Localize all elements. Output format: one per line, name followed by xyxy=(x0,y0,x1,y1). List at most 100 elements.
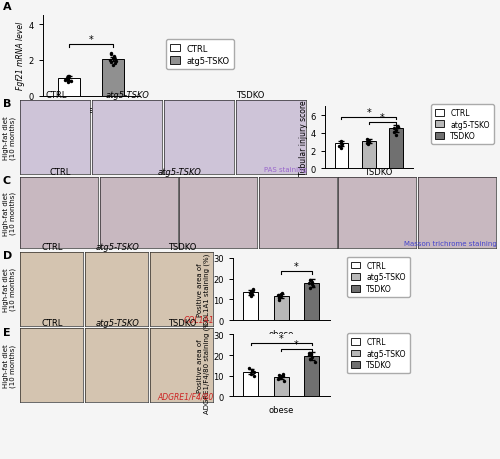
Text: A: A xyxy=(2,2,11,12)
Point xyxy=(112,58,120,65)
Point xyxy=(338,141,345,149)
Point xyxy=(248,366,256,374)
Text: CTRL: CTRL xyxy=(49,168,70,177)
Point xyxy=(337,145,345,152)
Bar xyxy=(274,297,289,320)
Point xyxy=(305,350,313,357)
Point xyxy=(279,372,287,380)
Point xyxy=(275,297,283,304)
Text: obese: obese xyxy=(78,106,104,115)
Point xyxy=(278,290,286,297)
Y-axis label: Positive area of
ADGRE1/F4/80 staining (%): Positive area of ADGRE1/F4/80 staining (… xyxy=(196,318,210,414)
Point xyxy=(307,351,315,358)
Text: CTRL: CTRL xyxy=(45,91,66,100)
Point xyxy=(392,132,400,139)
Point xyxy=(106,52,114,59)
Point xyxy=(250,372,258,380)
Point xyxy=(337,138,345,145)
Y-axis label: Fgf21 mRNA level: Fgf21 mRNA level xyxy=(16,22,26,90)
Point xyxy=(335,143,343,151)
Text: TSDKO: TSDKO xyxy=(364,168,392,177)
Text: CTRL: CTRL xyxy=(42,319,63,328)
Point xyxy=(247,293,255,300)
Point xyxy=(64,74,72,81)
Point xyxy=(306,276,314,284)
Point xyxy=(310,359,318,366)
Text: CTRL: CTRL xyxy=(42,242,63,252)
Point xyxy=(392,127,400,134)
Text: Masson trichrome staining: Masson trichrome staining xyxy=(404,241,496,247)
Text: C: C xyxy=(2,176,10,186)
Text: High-fat diet
(10 months): High-fat diet (10 months) xyxy=(2,116,16,160)
Point xyxy=(111,61,119,68)
Y-axis label: Positive area of
COL1A1 staining (%): Positive area of COL1A1 staining (%) xyxy=(196,253,210,325)
Point xyxy=(107,50,115,57)
Point xyxy=(108,55,116,62)
Point xyxy=(306,356,314,363)
Text: *: * xyxy=(380,113,385,123)
Point xyxy=(337,140,345,147)
Point xyxy=(309,283,317,290)
Point xyxy=(277,293,285,300)
Point xyxy=(107,59,115,66)
Text: *: * xyxy=(366,107,371,118)
Bar xyxy=(102,60,124,96)
Text: atg5-TSKO: atg5-TSKO xyxy=(96,319,140,328)
Legend: CTRL, atg5-TSKO, TSDKO: CTRL, atg5-TSKO, TSDKO xyxy=(348,333,410,373)
Point xyxy=(248,367,256,375)
Point xyxy=(306,285,314,292)
Point xyxy=(394,123,402,131)
Point xyxy=(390,129,398,136)
Text: High-fat diet
(10 months): High-fat diet (10 months) xyxy=(2,267,16,311)
Point xyxy=(64,73,72,81)
Legend: CTRL, atg5-TSKO, TSDKO: CTRL, atg5-TSKO, TSDKO xyxy=(432,105,494,145)
Bar xyxy=(58,78,80,96)
Text: COL1A1: COL1A1 xyxy=(184,315,214,324)
Point xyxy=(364,136,372,143)
Point xyxy=(62,75,70,83)
Legend: CTRL, atg5-TSKO, TSDKO: CTRL, atg5-TSKO, TSDKO xyxy=(348,257,410,297)
Point xyxy=(248,291,256,298)
Text: atg5-TSKO: atg5-TSKO xyxy=(157,168,201,177)
Point xyxy=(277,291,285,298)
Text: atg5-TSKO: atg5-TSKO xyxy=(106,91,150,100)
Point xyxy=(110,53,118,61)
Text: obese: obese xyxy=(356,177,382,186)
Text: TSDKO: TSDKO xyxy=(168,242,196,252)
Text: ADGRE1/F4/80: ADGRE1/F4/80 xyxy=(158,391,214,400)
Point xyxy=(274,292,282,299)
Point xyxy=(62,76,70,84)
Point xyxy=(308,279,316,286)
Point xyxy=(106,57,114,64)
Text: *: * xyxy=(294,339,299,349)
Bar xyxy=(390,129,403,169)
Point xyxy=(249,287,257,294)
Text: obese: obese xyxy=(268,329,294,338)
Point xyxy=(247,288,255,295)
Point xyxy=(394,124,402,132)
Point xyxy=(276,375,283,382)
Text: *: * xyxy=(89,35,94,45)
Y-axis label: Tubular injury score: Tubular injury score xyxy=(299,100,308,176)
Point xyxy=(280,377,288,385)
Text: D: D xyxy=(2,251,12,261)
Text: atg5-TSKO: atg5-TSKO xyxy=(96,242,140,252)
Point xyxy=(61,78,69,85)
Point xyxy=(64,77,72,84)
Bar xyxy=(304,356,320,397)
Point xyxy=(64,79,72,87)
Bar xyxy=(362,141,376,169)
Point xyxy=(308,353,316,361)
Text: *: * xyxy=(279,333,283,343)
Point xyxy=(363,140,371,147)
Point xyxy=(280,370,287,377)
Point xyxy=(364,137,372,144)
Point xyxy=(245,365,253,372)
Point xyxy=(274,375,282,383)
Point xyxy=(247,370,255,377)
Point xyxy=(67,78,75,86)
Point xyxy=(249,285,257,293)
Point xyxy=(246,290,254,297)
Point xyxy=(111,56,119,63)
Point xyxy=(304,352,312,359)
